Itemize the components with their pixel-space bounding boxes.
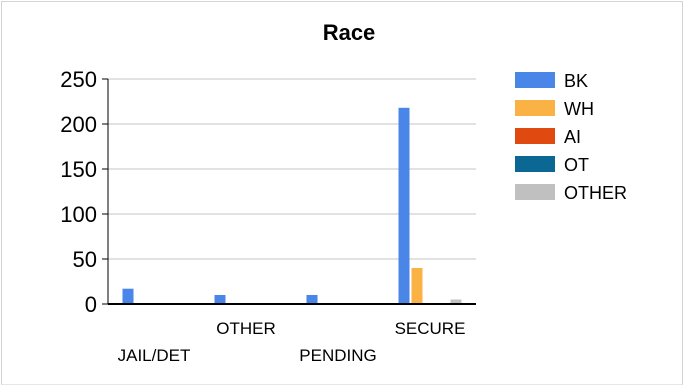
bar-secure-wh [411, 268, 423, 304]
y-tick-label-200: 200 [60, 112, 97, 137]
x-axis-ticks: JAIL/DET OTHER PENDING SECURE [118, 319, 466, 365]
bar-other-bk [214, 295, 226, 304]
y-axis-ticks: 0 50 100 150 200 250 [60, 67, 108, 317]
grid-lines [108, 78, 476, 260]
x-tick-label-other: OTHER [216, 319, 276, 338]
y-tick-label-0: 0 [85, 292, 97, 317]
legend-swatch-ai [515, 128, 555, 144]
bar-jail-det-bk [122, 288, 134, 304]
y-tick-label-150: 150 [60, 157, 97, 182]
y-tick-label-100: 100 [60, 202, 97, 227]
bar-pending-bk [306, 295, 318, 304]
y-tick-label-250: 250 [60, 67, 97, 92]
y-tick-label-50: 50 [73, 247, 97, 272]
bar-secure-other [450, 299, 462, 304]
x-tick-label-pending: PENDING [299, 346, 376, 365]
chart-title: Race [323, 20, 376, 45]
legend-swatch-other [515, 184, 555, 200]
legend-label-bk: BK [564, 71, 588, 91]
legend-label-ot: OT [564, 155, 589, 175]
legend-label-wh: WH [564, 99, 594, 119]
legend-swatch-wh [515, 100, 555, 116]
legend-label-other: OTHER [564, 183, 627, 203]
legend-label-ai: AI [564, 127, 581, 147]
x-tick-label-secure: SECURE [395, 319, 466, 338]
x-tick-label-jail-det: JAIL/DET [118, 346, 191, 365]
legend-swatch-bk [515, 72, 555, 88]
bar-secure-bk [398, 107, 410, 304]
legend: BK WH AI OT OTHER [515, 71, 627, 203]
legend-swatch-ot [515, 156, 555, 172]
bars [122, 107, 462, 304]
